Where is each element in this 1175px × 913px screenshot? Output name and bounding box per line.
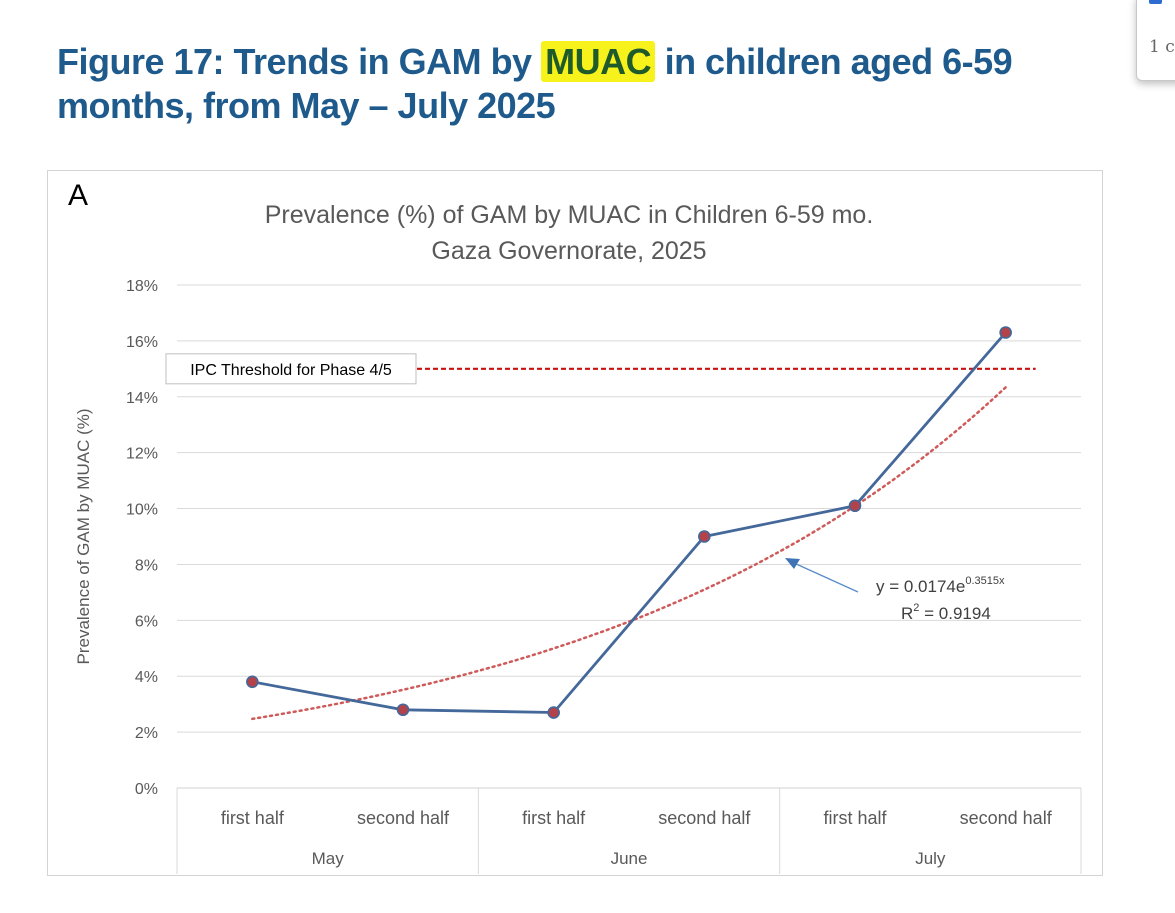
x-group-label: May (312, 849, 345, 868)
y-tick-label: 12% (126, 446, 158, 463)
chart-frame: A Prevalence (%) of GAM by MUAC in Child… (47, 170, 1103, 876)
x-group-label: July (915, 849, 946, 868)
y-tick-label: 14% (126, 390, 158, 407)
trendline (251, 386, 1007, 721)
y-tick-label: 2% (135, 725, 158, 742)
popup-text: 1 c (1149, 37, 1175, 57)
y-axis-label: Prevalence of GAM by MUAC (%) (74, 408, 93, 664)
x-tick-label: first half (221, 808, 285, 828)
x-group-label: June (611, 849, 648, 868)
heading-text-after: in children aged 6-59 months, from May –… (57, 41, 1013, 126)
data-point (999, 326, 1012, 339)
x-tick-label: second half (357, 808, 450, 828)
data-point (396, 703, 410, 717)
x-tick-label: second half (960, 808, 1053, 828)
y-tick-label: 8% (135, 557, 158, 574)
heading-highlight: MUAC (541, 41, 656, 82)
data-point (547, 706, 560, 719)
y-tick-label: 16% (126, 334, 158, 351)
y-tick-label: 18% (126, 278, 158, 295)
x-tick-label: first half (522, 808, 586, 828)
data-point (246, 675, 259, 689)
trend-equation: y = 0.0174e0.3515x (876, 575, 1005, 596)
data-point (848, 499, 862, 513)
y-tick-label: 10% (126, 502, 158, 519)
trend-r-squared: R2 = 0.9194 (901, 602, 991, 623)
x-tick-label: second half (658, 808, 751, 828)
panel-label: A (68, 179, 89, 212)
figure-heading: Figure 17: Trends in GAM by MUAC in chil… (57, 40, 1057, 128)
heading-text-before: Figure 17: Trends in GAM by (57, 41, 542, 82)
data-point (698, 530, 711, 543)
x-tick-label: first half (823, 808, 887, 828)
corner-popup: ✓ 1 c (1136, 0, 1175, 81)
y-tick-label: 6% (135, 613, 158, 630)
chart-svg: Prevalence (%) of GAM by MUAC in Childre… (74, 201, 1082, 874)
threshold-label-box (165, 353, 417, 385)
y-tick-label: 4% (135, 669, 158, 686)
annotation-arrowhead (785, 558, 800, 569)
threshold-label: IPC Threshold for Phase 4/5 (190, 362, 392, 379)
y-tick-label: 0% (135, 781, 158, 798)
checkbox-icon[interactable]: ✓ (1149, 0, 1162, 4)
chart-title-line: Gaza Governorate, 2025 (431, 237, 706, 265)
annotation-arrow (793, 562, 859, 593)
chart-title-line: Prevalence (%) of GAM by MUAC in Childre… (265, 201, 874, 229)
series-line (252, 331, 1007, 714)
